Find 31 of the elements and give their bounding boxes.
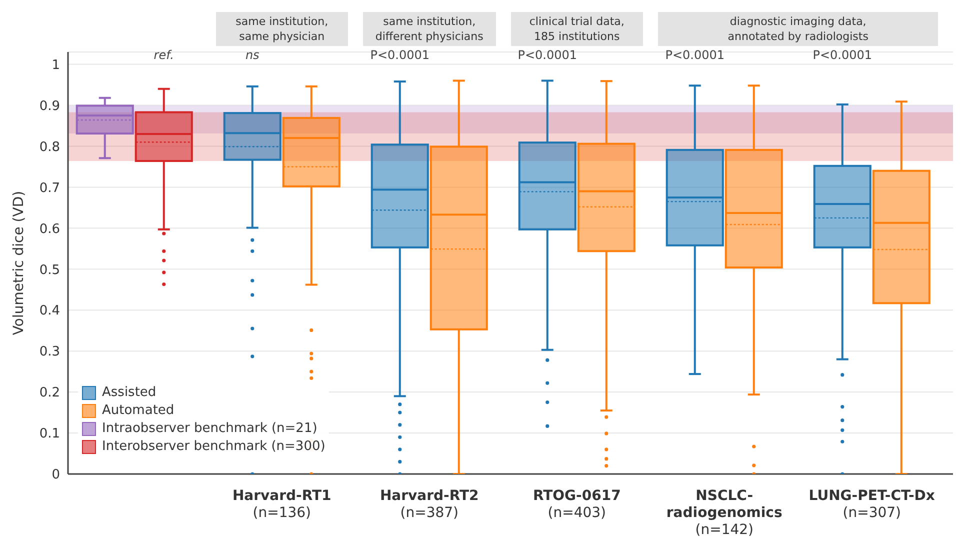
y-tick-label: 0.2 xyxy=(39,386,60,401)
legend-label: Automated xyxy=(102,402,174,420)
annotation: P<0.0001 xyxy=(664,48,726,62)
text: same institution, same physician xyxy=(216,12,348,46)
y-tick-label: 0.3 xyxy=(39,344,60,360)
annotation: ref. xyxy=(152,48,175,62)
annotation: ns xyxy=(244,48,260,62)
y-tick-label: 0.5 xyxy=(39,262,60,278)
x-tick-label: NSCLC- radiogenomics (n=142) xyxy=(666,488,782,538)
legend-label: Assisted xyxy=(102,384,156,402)
y-tick-label: 0.8 xyxy=(39,140,60,155)
y-tick-label: 1 xyxy=(52,58,60,73)
legend-label: Intraobserver benchmark (n=21) xyxy=(102,420,318,438)
x-tick-label: RTOG-0617 (n=403) xyxy=(532,488,621,521)
x-tick-label: Harvard-RT1 (n=136) xyxy=(232,488,332,521)
y-axis-title: Volumetric dice (VD) xyxy=(10,190,27,336)
y-tick-label: 0.6 xyxy=(39,222,60,237)
x-tick-label: LUNG-PET-CT-Dx (n=307) xyxy=(808,488,935,521)
text: clinical trial data, 185 institutions xyxy=(510,12,644,46)
y-tick-label: 0.9 xyxy=(39,98,60,114)
legend-label: Interobserver benchmark (n=300) xyxy=(102,438,326,456)
y-tick-label: 0.7 xyxy=(39,180,60,196)
y-tick-label: 0.4 xyxy=(39,304,60,319)
annotation: P<0.0001 xyxy=(812,48,874,62)
annotation: P<0.0001 xyxy=(516,48,578,62)
text: same institution, different physicians xyxy=(363,12,496,46)
text: diagnostic imaging data, annotated by radiologists xyxy=(658,12,938,46)
x-tick-label: Harvard-RT2 (n=387) xyxy=(380,488,479,521)
y-tick-label: 0.1 xyxy=(39,426,60,442)
y-tick-label: 0 xyxy=(52,468,60,483)
annotation: P<0.0001 xyxy=(369,48,431,62)
